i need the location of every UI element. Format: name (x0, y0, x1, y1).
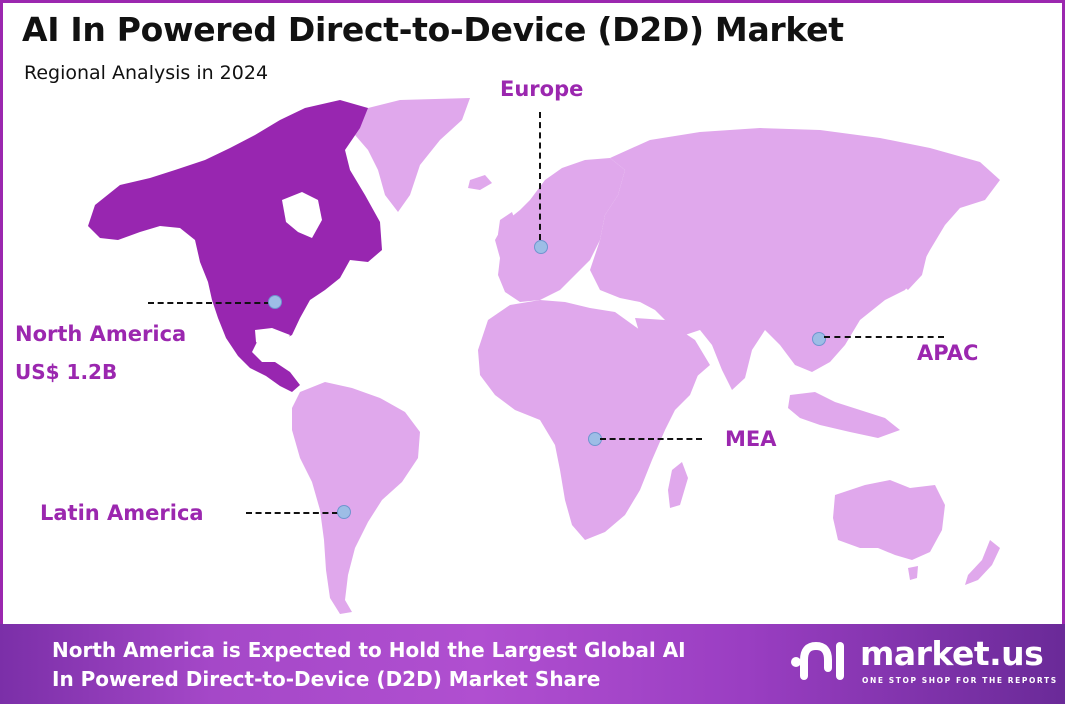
asia-shape (590, 128, 1000, 390)
tasmania-shape (908, 566, 918, 580)
new-zealand-shape (965, 540, 1000, 585)
arabia-shape (635, 318, 710, 378)
mea-label: MEA (725, 427, 777, 451)
hudson-bay (282, 192, 322, 238)
europe-shape (495, 158, 625, 302)
logo-wordmark: market.us (860, 634, 1044, 673)
iceland-shape (468, 175, 492, 190)
southeast-asia-islands (788, 392, 900, 438)
greenland-shape (352, 98, 470, 212)
north-america-value: US$ 1.2B (15, 360, 118, 384)
apac-label: APAC (917, 341, 979, 365)
europe-label: Europe (500, 77, 584, 101)
uk-shape (498, 212, 518, 248)
footer-line-2: In Powered Direct-to-Device (D2D) Market… (52, 667, 601, 691)
madagascar-shape (668, 462, 688, 508)
page-subtitle: Regional Analysis in 2024 (24, 62, 269, 84)
mea-leader-line (600, 438, 702, 440)
north-america-shape (88, 100, 382, 392)
market-us-logo: market.us ONE STOP SHOP FOR THE REPORTS (790, 634, 1056, 694)
footer-message: North America is Expected to Hold the La… (52, 636, 686, 694)
logo-tagline: ONE STOP SHOP FOR THE REPORTS (862, 676, 1058, 685)
world-map (88, 98, 1000, 614)
apac-marker (812, 332, 826, 346)
europe-marker (534, 240, 548, 254)
north-america-label: North America (15, 322, 187, 346)
europe-leader-line (539, 112, 541, 240)
page-title: AI In Powered Direct-to-Device (D2D) Mar… (22, 10, 844, 49)
japan-shape (898, 235, 928, 290)
north-america-marker (268, 295, 282, 309)
market-us-logo-icon (791, 641, 844, 680)
apac-leader-line (824, 336, 944, 338)
footer-line-1: North America is Expected to Hold the La… (52, 638, 686, 662)
footer-banner: North America is Expected to Hold the La… (0, 624, 1065, 704)
gulf-of-mexico (255, 328, 290, 350)
south-america-shape (292, 382, 420, 614)
latin-america-leader-line (246, 512, 338, 514)
africa-shape (478, 300, 700, 540)
latin-america-marker (337, 505, 351, 519)
latin-america-label: Latin America (40, 501, 204, 525)
australia-shape (833, 480, 945, 560)
north-america-leader-line (148, 302, 270, 304)
